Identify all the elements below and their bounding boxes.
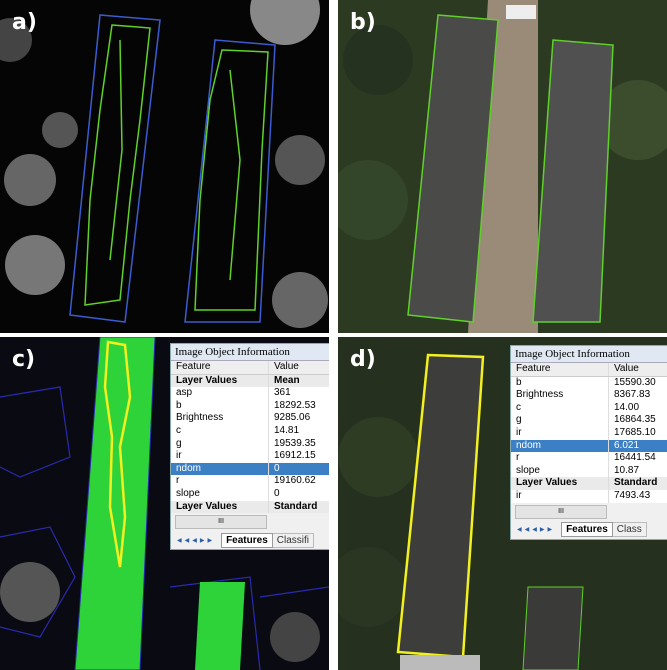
feature-name: ndom xyxy=(511,440,609,453)
feature-name: c xyxy=(171,425,269,438)
feature-value: 6.021 xyxy=(609,440,639,453)
feature-name: Brightness xyxy=(511,389,609,402)
feature-name: r xyxy=(511,452,609,465)
feature-name: g xyxy=(171,438,269,451)
column-header: Value xyxy=(609,363,639,376)
panel-label: d) xyxy=(350,347,376,372)
image-b xyxy=(338,0,667,333)
feature-name: r xyxy=(171,475,269,488)
feature-name: Layer Values xyxy=(171,501,269,514)
feature-value: 7493.43 xyxy=(609,490,650,503)
scrollbar[interactable]: III xyxy=(515,505,607,519)
feature-value: 0 xyxy=(269,463,280,476)
panel-a: a) xyxy=(0,0,329,333)
feature-name: asp xyxy=(171,387,269,400)
panel-label: b) xyxy=(350,10,376,35)
column-header: Feature xyxy=(511,363,609,376)
feature-value: 10.87 xyxy=(609,465,639,478)
feature-value: 19539.35 xyxy=(269,438,316,451)
page: a) b) c) Image Object InformationFeature… xyxy=(0,0,667,670)
feature-value: 15590.30 xyxy=(609,377,656,390)
feature-value: Standard xyxy=(269,501,317,514)
window-title: Image Object Information xyxy=(511,346,667,363)
feature-value: 9285.06 xyxy=(269,412,310,425)
column-header: Value xyxy=(269,361,299,374)
feature-name: g xyxy=(511,414,609,427)
panel-b: b) xyxy=(338,0,667,333)
tab[interactable]: Classifi xyxy=(273,533,314,548)
feature-name: Layer Values xyxy=(171,375,269,388)
feature-value: Standard xyxy=(609,477,657,490)
feature-value: 17685.10 xyxy=(609,427,656,440)
feature-name: b xyxy=(171,400,269,413)
feature-name: slope xyxy=(171,488,269,501)
feature-value: Mean xyxy=(269,375,300,388)
tab[interactable]: Features xyxy=(221,533,273,548)
feature-name: slope xyxy=(511,465,609,478)
image-a xyxy=(0,0,329,333)
scrollbar[interactable]: III xyxy=(175,515,267,529)
column-header: Feature xyxy=(171,361,269,374)
feature-name: ir xyxy=(511,427,609,440)
feature-name: Layer Values xyxy=(511,477,609,490)
feature-value: 361 xyxy=(269,387,291,400)
feature-value: 14.81 xyxy=(269,425,299,438)
tab-nav[interactable]: ◀◀◀▶▶ xyxy=(517,526,555,533)
feature-value: 16441.54 xyxy=(609,452,656,465)
panel-label: c) xyxy=(12,347,35,372)
tab[interactable]: Class xyxy=(613,522,647,537)
panel-label: a) xyxy=(12,10,37,35)
tab[interactable]: Features xyxy=(561,522,613,537)
feature-name: c xyxy=(511,402,609,415)
tab-nav[interactable]: ◀◀◀▶▶ xyxy=(177,537,215,544)
feature-name: ir xyxy=(171,450,269,463)
feature-name: b xyxy=(511,377,609,390)
feature-name: ndom xyxy=(171,463,269,476)
feature-name: Brightness xyxy=(171,412,269,425)
feature-value: 0 xyxy=(269,488,280,501)
feature-value: 16864.35 xyxy=(609,414,656,427)
feature-value: 8367.83 xyxy=(609,389,650,402)
window-title: Image Object Information xyxy=(171,344,329,361)
feature-value: 14.00 xyxy=(609,402,639,415)
feature-name: ir xyxy=(511,490,609,503)
feature-value: 19160.62 xyxy=(269,475,316,488)
feature-value: 16912.15 xyxy=(269,450,316,463)
feature-value: 18292.53 xyxy=(269,400,316,413)
